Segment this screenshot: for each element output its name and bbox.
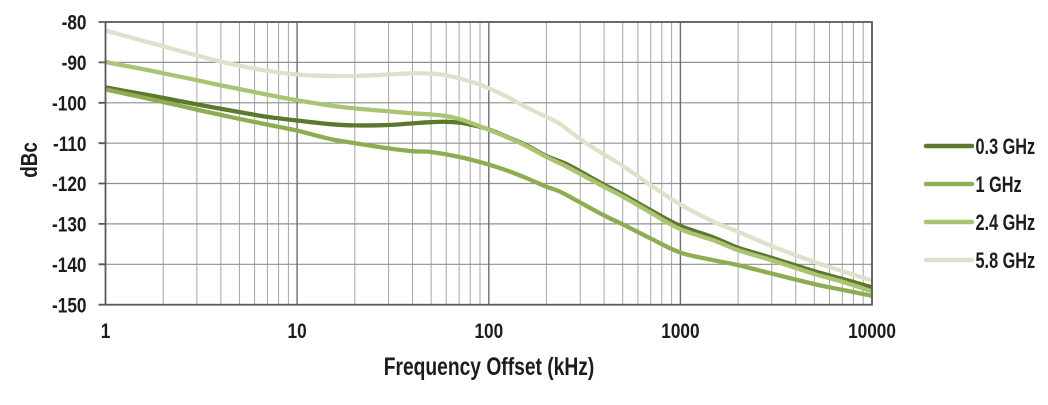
svg-text:-100: -100 [52,93,86,116]
svg-text:10: 10 [288,321,307,344]
svg-text:0.3 GHz: 0.3 GHz [976,135,1036,160]
svg-text:dBc: dBc [17,142,42,178]
svg-text:100: 100 [474,321,503,344]
svg-text:-150: -150 [52,295,86,318]
svg-text:1000: 1000 [661,321,699,344]
svg-text:-80: -80 [62,12,87,35]
svg-text:-140: -140 [52,254,86,277]
svg-text:-90: -90 [62,53,87,76]
svg-text:-120: -120 [52,174,86,197]
svg-text:1 GHz: 1 GHz [976,173,1022,198]
svg-text:10000: 10000 [848,321,896,344]
svg-text:1: 1 [101,321,111,344]
svg-text:-110: -110 [53,133,86,156]
svg-text:2.4 GHz: 2.4 GHz [976,211,1036,236]
svg-text:Frequency Offset (kHz): Frequency Offset (kHz) [384,353,595,381]
svg-text:5.8 GHz: 5.8 GHz [976,249,1036,274]
svg-text:-130: -130 [52,214,86,237]
